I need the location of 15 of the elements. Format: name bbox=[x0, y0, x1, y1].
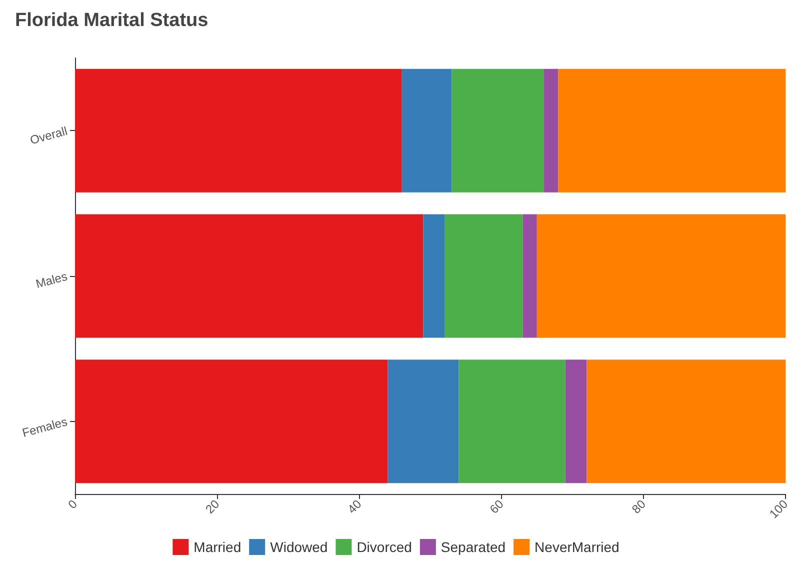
x-tick-label: 40 bbox=[344, 496, 364, 516]
legend-label: Divorced bbox=[356, 539, 412, 555]
x-tick-label: 100 bbox=[766, 496, 791, 522]
legend-label: Married bbox=[194, 539, 242, 555]
y-tick-label: Females bbox=[20, 414, 69, 440]
legend-label: Widowed bbox=[270, 539, 328, 555]
x-tick-label: 80 bbox=[629, 496, 649, 516]
x-tick-label: 20 bbox=[202, 496, 222, 516]
y-tick-label: Overall bbox=[28, 124, 69, 148]
x-tick-label: 0 bbox=[65, 496, 80, 512]
legend-label: Separated bbox=[440, 539, 506, 555]
x-tick-label: 60 bbox=[486, 496, 507, 516]
legend-label: NeverMarried bbox=[534, 539, 620, 555]
y-tick-label: Males bbox=[34, 269, 69, 292]
chart-title: Florida Marital Status bbox=[15, 10, 208, 31]
